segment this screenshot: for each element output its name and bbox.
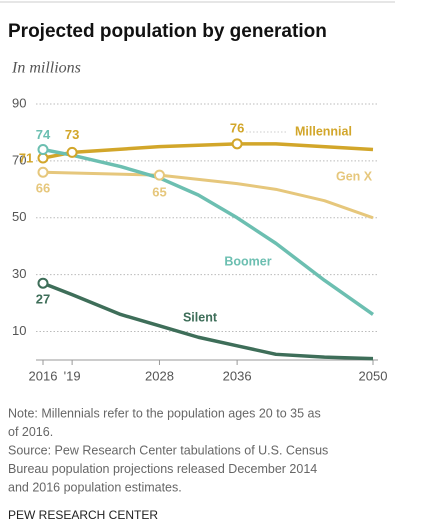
note-line: Bureau population projections released D…: [8, 462, 317, 476]
chart-subtitle: In millions: [11, 60, 81, 77]
chart-title: Projected population by generation: [8, 21, 327, 42]
series-label: Millennial: [295, 124, 352, 138]
y-tick-label: 30: [12, 266, 26, 281]
y-tick-label: 70: [12, 152, 26, 167]
value-label: 71: [19, 150, 33, 165]
note-line: Source: Pew Research Center tabulations …: [8, 443, 328, 457]
point-marker: [231, 138, 243, 150]
value-label: 65: [152, 185, 166, 200]
value-label: 74: [36, 127, 51, 142]
y-tick-label: 50: [12, 209, 26, 224]
series-line: [42, 170, 374, 220]
source: PEW RESEARCH CENTER: [8, 508, 158, 522]
note-line: Note: Millennials refer to the populatio…: [8, 406, 321, 420]
value-label: 73: [65, 127, 79, 142]
point-marker: [37, 277, 49, 289]
value-label: 66: [36, 181, 50, 196]
y-tick-label: 90: [12, 95, 26, 110]
point-marker: [37, 166, 49, 178]
point-marker: [37, 144, 49, 156]
x-tick-label: '19: [64, 368, 81, 383]
series-line: [42, 147, 375, 316]
series-label: Silent: [183, 310, 218, 324]
x-tick-label: 2050: [359, 368, 388, 383]
series-label: Boomer: [224, 254, 271, 268]
x-tick-label: 2016: [29, 368, 58, 383]
value-label: 76: [230, 120, 244, 135]
series-label: Gen X: [336, 169, 373, 183]
series-line: [42, 142, 374, 160]
value-label: 27: [36, 292, 50, 307]
x-tick-label: 2028: [145, 368, 174, 383]
note-line: and 2016 population estimates.: [8, 480, 182, 494]
point-marker: [66, 146, 78, 158]
point-marker: [153, 169, 165, 181]
series-line: [42, 281, 374, 361]
y-tick-label: 10: [12, 323, 26, 338]
x-tick-label: 2036: [223, 368, 252, 383]
note-line: of 2016.: [8, 425, 53, 439]
